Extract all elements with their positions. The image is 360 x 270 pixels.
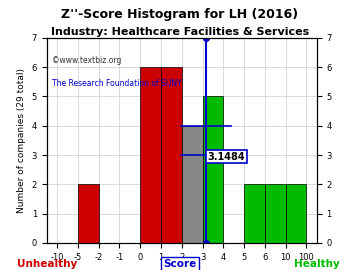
Bar	[244, 184, 265, 243]
Text: Unhealthy: Unhealthy	[17, 259, 77, 269]
Bar	[285, 184, 306, 243]
Y-axis label: Number of companies (29 total): Number of companies (29 total)	[17, 68, 26, 213]
Text: The Research Foundation of SUNY: The Research Foundation of SUNY	[52, 79, 182, 88]
Bar	[161, 67, 182, 243]
Text: Z''-Score Histogram for LH (2016): Z''-Score Histogram for LH (2016)	[62, 8, 298, 21]
Text: Healthy: Healthy	[294, 259, 340, 269]
Text: Score: Score	[163, 259, 197, 269]
Bar	[140, 67, 161, 243]
Bar	[203, 96, 223, 243]
Text: Industry: Healthcare Facilities & Services: Industry: Healthcare Facilities & Servic…	[51, 27, 309, 37]
Bar	[182, 126, 203, 243]
Text: 3.1484: 3.1484	[208, 151, 246, 161]
Bar	[78, 184, 99, 243]
Bar	[265, 184, 285, 243]
Text: ©www.textbiz.org: ©www.textbiz.org	[52, 56, 122, 65]
